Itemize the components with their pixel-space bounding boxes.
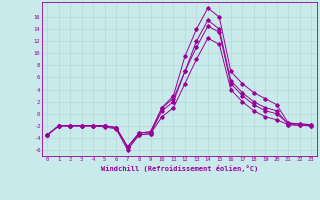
X-axis label: Windchill (Refroidissement éolien,°C): Windchill (Refroidissement éolien,°C) [100, 165, 258, 172]
